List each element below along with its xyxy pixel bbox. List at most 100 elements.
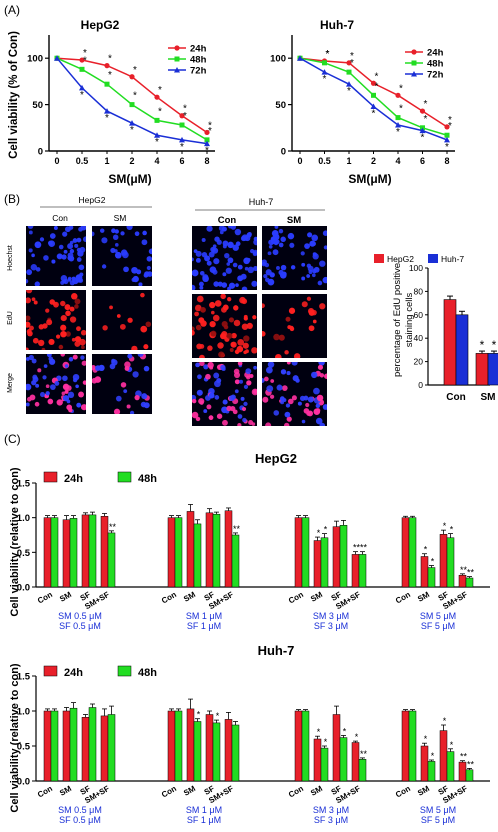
cell-nucleus [69,248,75,254]
y-tick-label: 100 [409,263,423,273]
cell-nucleus [252,251,257,257]
cell-nucleus [60,280,65,285]
cell-nucleus [278,242,284,248]
point-24h [346,60,352,66]
cell-nucleus [26,315,31,321]
cell-nucleus [60,275,68,282]
bar-24h [294,517,303,588]
cell-nucleus [303,395,309,401]
cell-nucleus [62,383,70,391]
group-label-sm: SM 5 μM [420,805,456,815]
cell-nucleus [69,316,77,323]
cell-nucleus [143,365,150,372]
cell-nucleus [288,307,296,314]
cell-nucleus [209,301,216,309]
cell-nucleus [293,353,301,358]
cell-nucleus [199,400,204,405]
cell-nucleus [58,344,64,350]
cell-nucleus [51,259,56,264]
significance-star: * [421,133,425,144]
cell-nucleus [251,280,257,287]
x-tick-label: SM [481,392,496,403]
cell-nucleus [214,236,220,242]
cell-nucleus [202,274,209,281]
cell-nucleus [262,396,269,403]
cell-nucleus [142,230,147,236]
significance-star: * [347,86,351,97]
significance-star: * [431,557,435,567]
cell-nucleus [65,331,71,337]
cell-nucleus [301,419,306,424]
cell-nucleus [62,375,68,382]
point-72h [395,122,401,128]
chart-b-ylabel-1: percentage of EdU positive [392,263,403,377]
point-48h [395,115,401,121]
cell-nucleus [82,380,86,385]
cell-nucleus [74,340,81,347]
y-tick-label: 50 [32,100,43,111]
cell-nucleus [98,364,105,371]
cell-nucleus [43,255,49,261]
group-label-sm: SM 5 μM [420,611,456,621]
cell-nucleus [224,253,230,259]
bar-48h [339,737,348,782]
cell-nucleus [201,237,206,243]
cell-nucleus [312,319,317,324]
cell-nucleus [33,300,38,305]
bar-48h [320,537,329,588]
bar-24h [100,715,109,782]
legend-marker [174,45,180,51]
cell-nucleus [80,404,86,411]
cell-nucleus [263,376,269,382]
cell-nucleus [284,422,290,426]
cell-nucleus [213,258,220,265]
cell-nucleus [60,300,66,307]
legend-label-72h: 72h [190,66,207,77]
significance-star: ** [467,759,475,769]
significance-star: * [443,521,447,531]
x-tick-label: SF [330,784,343,797]
cell-nucleus [62,231,68,237]
bar-24h [62,519,71,588]
cell-nucleus [67,252,74,259]
bar-48h [465,769,474,782]
micro-col-sm-huh7: SM [287,215,301,226]
x-tick-label: 0 [54,156,59,166]
chart-a2-xlabel: SM(μM) [348,172,391,186]
significance-star: * [448,121,452,132]
bar-48h [231,534,240,588]
cell-nucleus [68,408,73,413]
cell-nucleus [245,349,249,354]
legend-marker [411,60,417,66]
cell-nucleus [318,362,325,366]
bar-48h [174,517,183,588]
cell-nucleus [61,254,67,260]
cell-nucleus [206,260,212,266]
significance-star: ** [460,565,468,575]
micro-col-sm-hepg2: SM [114,213,127,223]
cell-nucleus [62,395,70,402]
cell-nucleus [220,294,226,300]
legend-marker [411,49,417,55]
x-tick-label: SF [437,784,450,797]
cell-nucleus [26,383,32,391]
cell-nucleus [312,252,317,256]
cell-nucleus [49,299,56,305]
significance-star: * [324,737,328,747]
significance-star: * [133,91,137,102]
cell-nucleus [65,310,71,317]
micro-tile [262,294,327,358]
cell-nucleus [48,356,54,362]
bar-48h [465,577,474,588]
significance-star: * [208,126,212,137]
micro-cells [262,362,327,426]
cell-nucleus [64,389,69,394]
group-label-sm: SM 3 μM [313,611,349,621]
significance-star: * [445,142,449,153]
bar-48h [408,710,417,782]
bar-24h [81,717,90,782]
cell-nucleus [272,233,280,241]
cell-nucleus [239,296,246,304]
